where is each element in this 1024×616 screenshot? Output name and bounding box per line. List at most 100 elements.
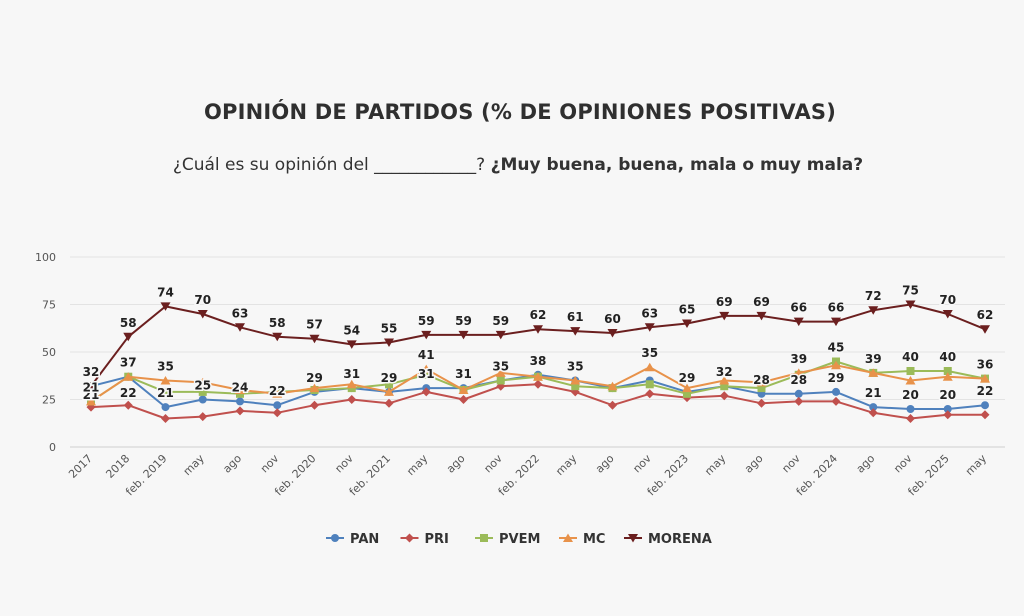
data-label: 35	[492, 360, 509, 374]
point-pan	[981, 401, 989, 410]
data-label: 31	[343, 367, 360, 381]
point-morena	[942, 310, 953, 319]
data-label: 38	[530, 354, 547, 368]
point-pvem	[645, 380, 654, 389]
point-morena	[123, 332, 134, 342]
point-pri	[123, 400, 133, 410]
data-label: 22	[120, 386, 137, 400]
point-pan	[832, 387, 840, 396]
x-tick-label: 2017	[66, 452, 95, 481]
point-morena	[756, 311, 767, 321]
x-tick-label: nov	[258, 452, 282, 476]
point-pvem	[198, 387, 207, 396]
point-mc	[942, 372, 953, 381]
data-label: 32	[83, 365, 100, 379]
point-pri	[980, 410, 990, 420]
point-morena	[197, 310, 208, 319]
data-label: 21	[157, 386, 174, 400]
point-pan	[161, 403, 170, 412]
y-tick-label: 25	[42, 394, 56, 407]
point-morena	[495, 330, 506, 340]
data-label: 41	[418, 348, 435, 362]
point-pan	[869, 403, 878, 412]
data-label: 45	[828, 341, 845, 355]
point-mc	[123, 372, 134, 381]
data-label: 69	[716, 295, 733, 309]
data-label: 54	[343, 323, 360, 337]
point-morena	[86, 382, 96, 391]
data-label: 40	[902, 350, 919, 364]
point-mc	[905, 376, 916, 385]
y-tick-label: 100	[35, 251, 56, 264]
point-pan	[794, 389, 803, 398]
data-label: 58	[120, 316, 137, 330]
data-label: 29	[381, 371, 398, 385]
point-mc	[458, 385, 469, 394]
data-label: 58	[269, 316, 286, 330]
point-pri	[608, 400, 617, 410]
subtitle-bold: ¿Muy buena, buena, mala o muy mala?	[490, 155, 864, 175]
x-tick-label: may	[702, 452, 728, 478]
data-label: 37	[120, 356, 137, 370]
x-tick-label: ago	[220, 452, 244, 476]
point-morena	[719, 311, 730, 321]
data-label: 63	[232, 306, 249, 320]
data-label: 21	[83, 380, 100, 394]
data-label: 36	[977, 358, 994, 372]
point-morena	[309, 334, 320, 344]
data-label: 57	[306, 318, 323, 332]
point-mc	[384, 387, 394, 396]
point-mc	[570, 376, 581, 385]
point-pvem	[683, 389, 691, 398]
data-label: 28	[753, 373, 770, 387]
point-pri	[272, 408, 282, 418]
data-label: 35	[567, 360, 584, 374]
data-label: 32	[83, 365, 100, 379]
point-pan	[943, 405, 952, 413]
point-pvem	[422, 370, 431, 379]
x-tick-label: nov	[630, 452, 654, 476]
point-mc	[793, 368, 804, 377]
point-pvem	[161, 387, 170, 396]
point-morena	[570, 327, 581, 336]
point-mc	[197, 377, 208, 387]
chart-title: OPINIÓN DE PARTIDOS (% DE OPINIONES POSI…	[203, 100, 837, 124]
legend-label-mc: MC	[583, 532, 605, 547]
data-label: 61	[567, 310, 584, 324]
point-pri	[757, 398, 766, 408]
point-morena	[384, 338, 394, 347]
point-morena	[644, 323, 655, 332]
point-morena	[458, 330, 469, 340]
point-pri	[906, 414, 915, 423]
legend-marker-pvem	[480, 534, 488, 542]
point-mc	[607, 381, 618, 391]
point-mc	[533, 372, 543, 381]
point-morena	[533, 325, 543, 334]
point-morena	[346, 340, 357, 349]
point-pri	[161, 414, 170, 423]
data-label: 65	[679, 303, 696, 317]
point-mc	[160, 376, 171, 385]
point-morena	[272, 332, 283, 342]
point-pvem	[943, 367, 952, 375]
point-pri	[719, 391, 729, 401]
x-tick-label: ago	[444, 452, 468, 476]
point-pri	[310, 400, 319, 410]
point-morena	[160, 302, 171, 311]
data-label: 35	[157, 360, 174, 374]
data-label: 29	[828, 371, 845, 385]
data-label: 28	[790, 373, 807, 387]
point-morena	[905, 300, 916, 309]
data-label: 59	[418, 314, 435, 328]
legend-label-pan: PAN	[350, 532, 379, 547]
point-pan	[906, 405, 915, 413]
x-tick-label: nov	[891, 452, 915, 476]
legend-marker-mc	[563, 533, 573, 542]
x-tick-label: may	[181, 452, 207, 478]
point-pri	[533, 379, 543, 389]
data-label: 62	[977, 308, 994, 322]
point-morena	[793, 317, 804, 327]
point-morena	[421, 330, 432, 340]
data-label: 74	[157, 285, 174, 299]
